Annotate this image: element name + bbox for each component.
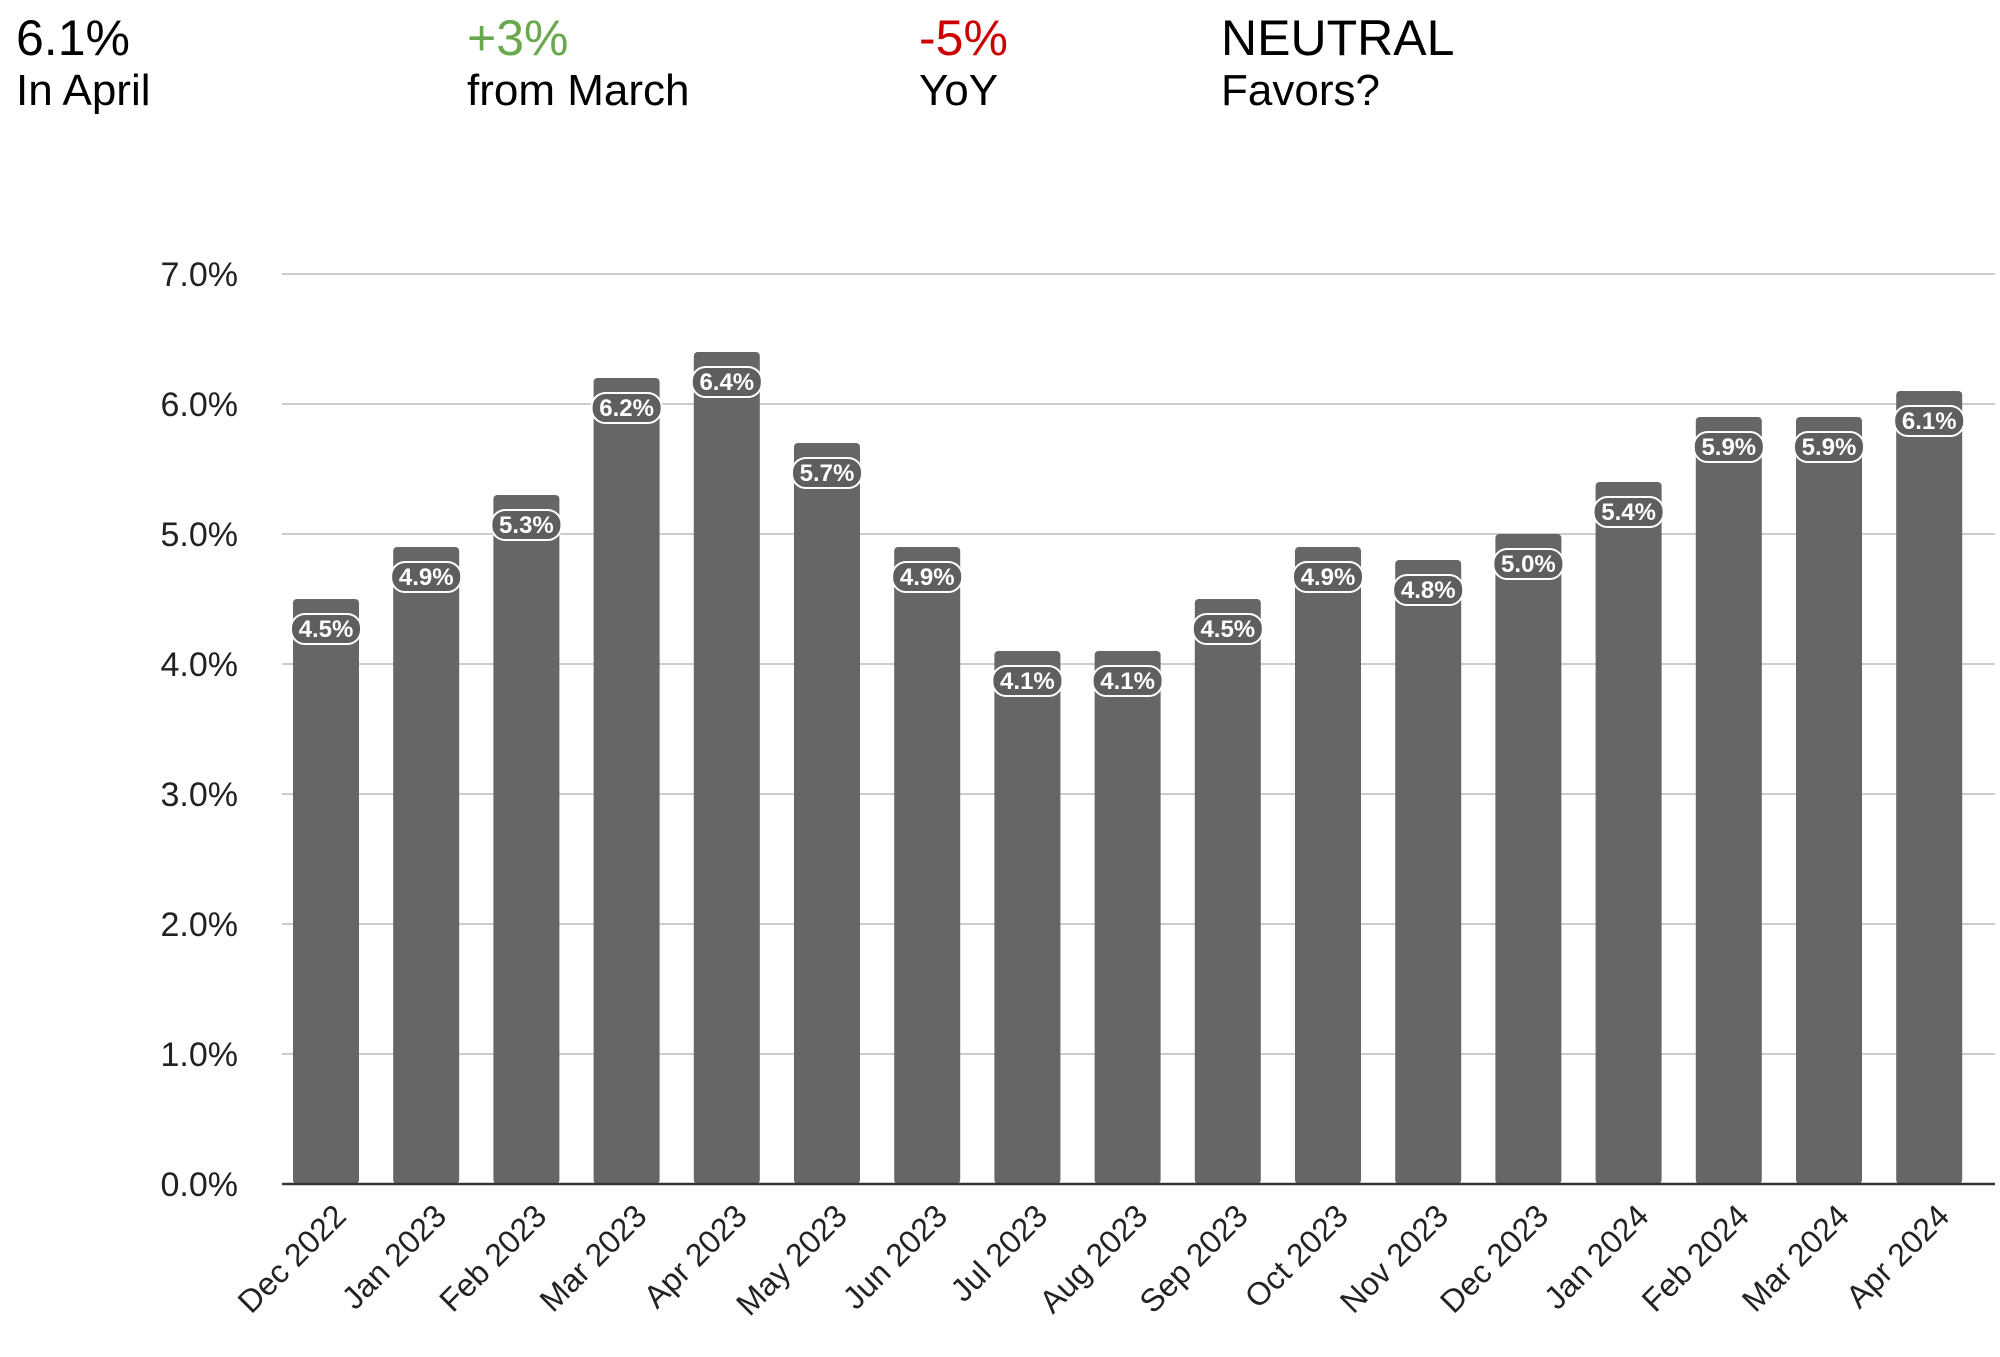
y-tick-label: 0.0% xyxy=(161,1166,239,1204)
kpi-favors-label: Favors? xyxy=(1221,66,1380,115)
x-tick-label: Sep 2023 xyxy=(1132,1197,1254,1319)
data-labels: 4.5% 4.9% 5.3% 6.2% 6.4% 5.7% 4.9% 4.1% 4.1% 4.5%… xyxy=(290,366,1966,697)
y-tick-label: 5.0% xyxy=(161,516,239,554)
kpi-month-change-label: from March xyxy=(467,66,690,115)
data-label: 4.8% xyxy=(1401,577,1456,604)
data-label-background xyxy=(1492,548,1565,580)
bar xyxy=(293,599,359,1184)
data-label-background xyxy=(1592,496,1665,528)
data-label: 5.4% xyxy=(1601,499,1656,526)
kpi-favors-value: NEUTRAL xyxy=(1221,10,1455,66)
data-label-background xyxy=(1292,561,1364,593)
data-label-background xyxy=(791,457,863,489)
data-label-background xyxy=(1091,665,1164,697)
data-label: 4.9% xyxy=(900,564,955,591)
x-tick-label: Aug 2023 xyxy=(1032,1197,1154,1319)
kpi-current-rate-label: In April xyxy=(16,66,151,115)
x-tick-label: Nov 2023 xyxy=(1333,1197,1455,1319)
data-label-background xyxy=(590,392,663,424)
data-label-background xyxy=(1692,431,1765,463)
x-tick-label: Jan 2024 xyxy=(1537,1197,1656,1316)
kpi-yoy-change: -5% YoY xyxy=(919,10,1008,115)
data-label: 5.3% xyxy=(499,512,554,539)
data-label: 5.9% xyxy=(1701,434,1756,461)
data-label-background xyxy=(290,613,362,645)
bars xyxy=(293,352,1963,1184)
data-label-background xyxy=(390,561,463,593)
data-label-background xyxy=(490,509,563,541)
y-tick-label: 1.0% xyxy=(161,1036,239,1074)
data-label: 4.1% xyxy=(1100,668,1155,695)
data-label: 6.1% xyxy=(1902,408,1957,435)
y-tick-label: 6.0% xyxy=(161,386,239,424)
data-label: 4.1% xyxy=(1000,668,1055,695)
x-tick-label: May 2023 xyxy=(729,1197,854,1322)
bar xyxy=(693,352,760,1184)
data-label: 4.9% xyxy=(399,564,454,591)
data-label: 4.9% xyxy=(1301,564,1356,591)
bar xyxy=(1194,599,1261,1184)
bar xyxy=(493,495,560,1184)
y-axis-tick-labels: 0.0% 1.0% 2.0% 3.0% 4.0% 5.0% 6.0% 7.0% xyxy=(161,256,239,1204)
bar xyxy=(1495,534,1562,1184)
bar xyxy=(593,378,660,1184)
data-label: 4.5% xyxy=(1200,616,1255,643)
kpi-current-rate-value: 6.1% xyxy=(16,10,130,66)
bar xyxy=(994,651,1061,1184)
x-tick-label: Mar 2023 xyxy=(533,1197,654,1318)
x-tick-label: Mar 2024 xyxy=(1735,1197,1856,1318)
bar xyxy=(794,443,860,1184)
y-tick-label: 2.0% xyxy=(161,906,239,944)
y-tick-label: 3.0% xyxy=(161,776,239,814)
data-label-background xyxy=(1392,574,1465,606)
bar xyxy=(1094,651,1161,1184)
x-tick-label: Jun 2023 xyxy=(836,1197,955,1316)
data-label-background xyxy=(891,561,964,593)
kpi-current-rate: 6.1% In April xyxy=(16,10,151,115)
data-label: 5.0% xyxy=(1501,551,1556,578)
x-tick-label: Dec 2022 xyxy=(231,1197,353,1319)
data-label: 6.4% xyxy=(699,369,754,396)
data-label-background xyxy=(690,366,763,398)
data-label-background xyxy=(991,665,1064,697)
data-label-background xyxy=(1893,405,1966,437)
x-tick-label: Apr 2024 xyxy=(1839,1197,1956,1314)
data-label: 5.7% xyxy=(800,460,855,487)
bar xyxy=(1395,560,1462,1184)
kpi-yoy-change-value: -5% xyxy=(919,10,1008,66)
x-tick-label: Feb 2024 xyxy=(1635,1197,1756,1318)
bar xyxy=(393,547,460,1184)
data-label: 6.2% xyxy=(599,395,654,422)
kpi-month-change: +3% from March xyxy=(467,10,689,115)
data-label: 4.5% xyxy=(299,616,354,643)
bar xyxy=(1295,547,1361,1184)
y-tick-label: 7.0% xyxy=(161,256,239,294)
x-tick-label: Feb 2023 xyxy=(432,1197,553,1318)
data-label-background xyxy=(1191,613,1264,645)
y-tick-label: 4.0% xyxy=(161,646,239,684)
bar xyxy=(1896,391,1963,1184)
data-label: 5.9% xyxy=(1802,434,1857,461)
bar xyxy=(894,547,961,1184)
kpi-yoy-change-label: YoY xyxy=(919,66,999,115)
data-label-background xyxy=(1793,431,1865,463)
kpi-month-change-value: +3% xyxy=(467,10,569,66)
kpi-favors: NEUTRAL Favors? xyxy=(1221,10,1454,115)
bar xyxy=(1695,417,1762,1184)
x-tick-label: Dec 2023 xyxy=(1433,1197,1555,1319)
bar xyxy=(1595,482,1662,1184)
bar xyxy=(1796,417,1862,1184)
x-tick-label: Jan 2023 xyxy=(335,1197,454,1316)
